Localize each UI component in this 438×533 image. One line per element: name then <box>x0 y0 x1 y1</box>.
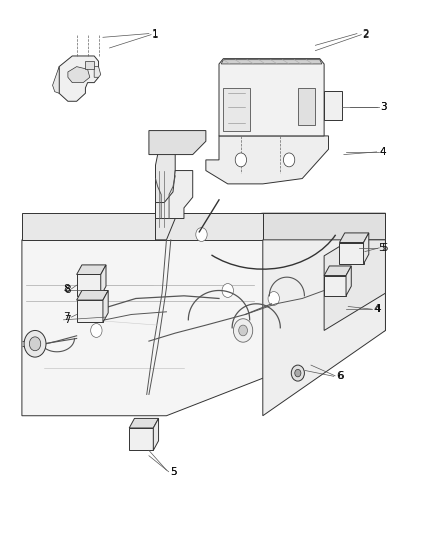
Circle shape <box>91 324 102 337</box>
Polygon shape <box>53 67 59 93</box>
Polygon shape <box>263 240 385 416</box>
Circle shape <box>291 365 304 381</box>
Circle shape <box>196 228 207 241</box>
Polygon shape <box>85 61 94 69</box>
Polygon shape <box>324 91 342 120</box>
Polygon shape <box>153 418 159 450</box>
Text: 2: 2 <box>362 29 369 38</box>
Text: 8: 8 <box>63 284 70 294</box>
Text: 5: 5 <box>378 243 385 253</box>
Text: 4: 4 <box>373 304 380 314</box>
Text: 2: 2 <box>362 30 369 39</box>
Polygon shape <box>129 428 153 450</box>
Polygon shape <box>298 88 315 125</box>
Polygon shape <box>22 213 263 240</box>
Polygon shape <box>77 300 103 322</box>
Text: 4: 4 <box>380 147 387 157</box>
Circle shape <box>239 325 247 336</box>
Polygon shape <box>101 265 106 296</box>
Circle shape <box>268 292 279 305</box>
Polygon shape <box>346 266 351 296</box>
Text: 6: 6 <box>336 371 343 381</box>
Text: 7: 7 <box>64 315 71 325</box>
Polygon shape <box>155 144 175 240</box>
Polygon shape <box>77 274 101 296</box>
Polygon shape <box>324 266 351 276</box>
Circle shape <box>24 330 46 357</box>
Polygon shape <box>364 233 369 264</box>
Text: 3: 3 <box>380 102 387 111</box>
Circle shape <box>235 153 247 167</box>
Text: 4: 4 <box>380 147 387 157</box>
Polygon shape <box>149 131 206 155</box>
Text: 1: 1 <box>152 30 159 39</box>
Polygon shape <box>324 240 385 330</box>
Text: 6: 6 <box>337 372 344 381</box>
Polygon shape <box>339 243 364 264</box>
Polygon shape <box>219 59 324 136</box>
Polygon shape <box>77 290 108 300</box>
Polygon shape <box>339 233 369 243</box>
Polygon shape <box>59 56 99 101</box>
Polygon shape <box>68 67 90 83</box>
Text: 5: 5 <box>381 243 388 253</box>
Polygon shape <box>77 265 106 274</box>
Text: 8: 8 <box>64 286 71 295</box>
Text: 5: 5 <box>170 467 177 477</box>
Text: 3: 3 <box>380 102 387 111</box>
Circle shape <box>222 284 233 297</box>
Text: 7: 7 <box>63 312 70 322</box>
Polygon shape <box>94 67 101 77</box>
Text: 5: 5 <box>170 467 177 477</box>
Text: 4: 4 <box>374 304 381 314</box>
Polygon shape <box>263 213 385 240</box>
Circle shape <box>29 337 41 351</box>
Polygon shape <box>221 60 322 64</box>
Polygon shape <box>206 136 328 184</box>
Polygon shape <box>223 88 250 131</box>
Text: 1: 1 <box>152 29 159 38</box>
Polygon shape <box>103 290 108 322</box>
Polygon shape <box>22 213 385 416</box>
Circle shape <box>283 153 295 167</box>
Polygon shape <box>324 276 346 296</box>
Polygon shape <box>155 171 193 219</box>
Circle shape <box>233 319 253 342</box>
Polygon shape <box>129 418 159 428</box>
Circle shape <box>295 369 301 377</box>
